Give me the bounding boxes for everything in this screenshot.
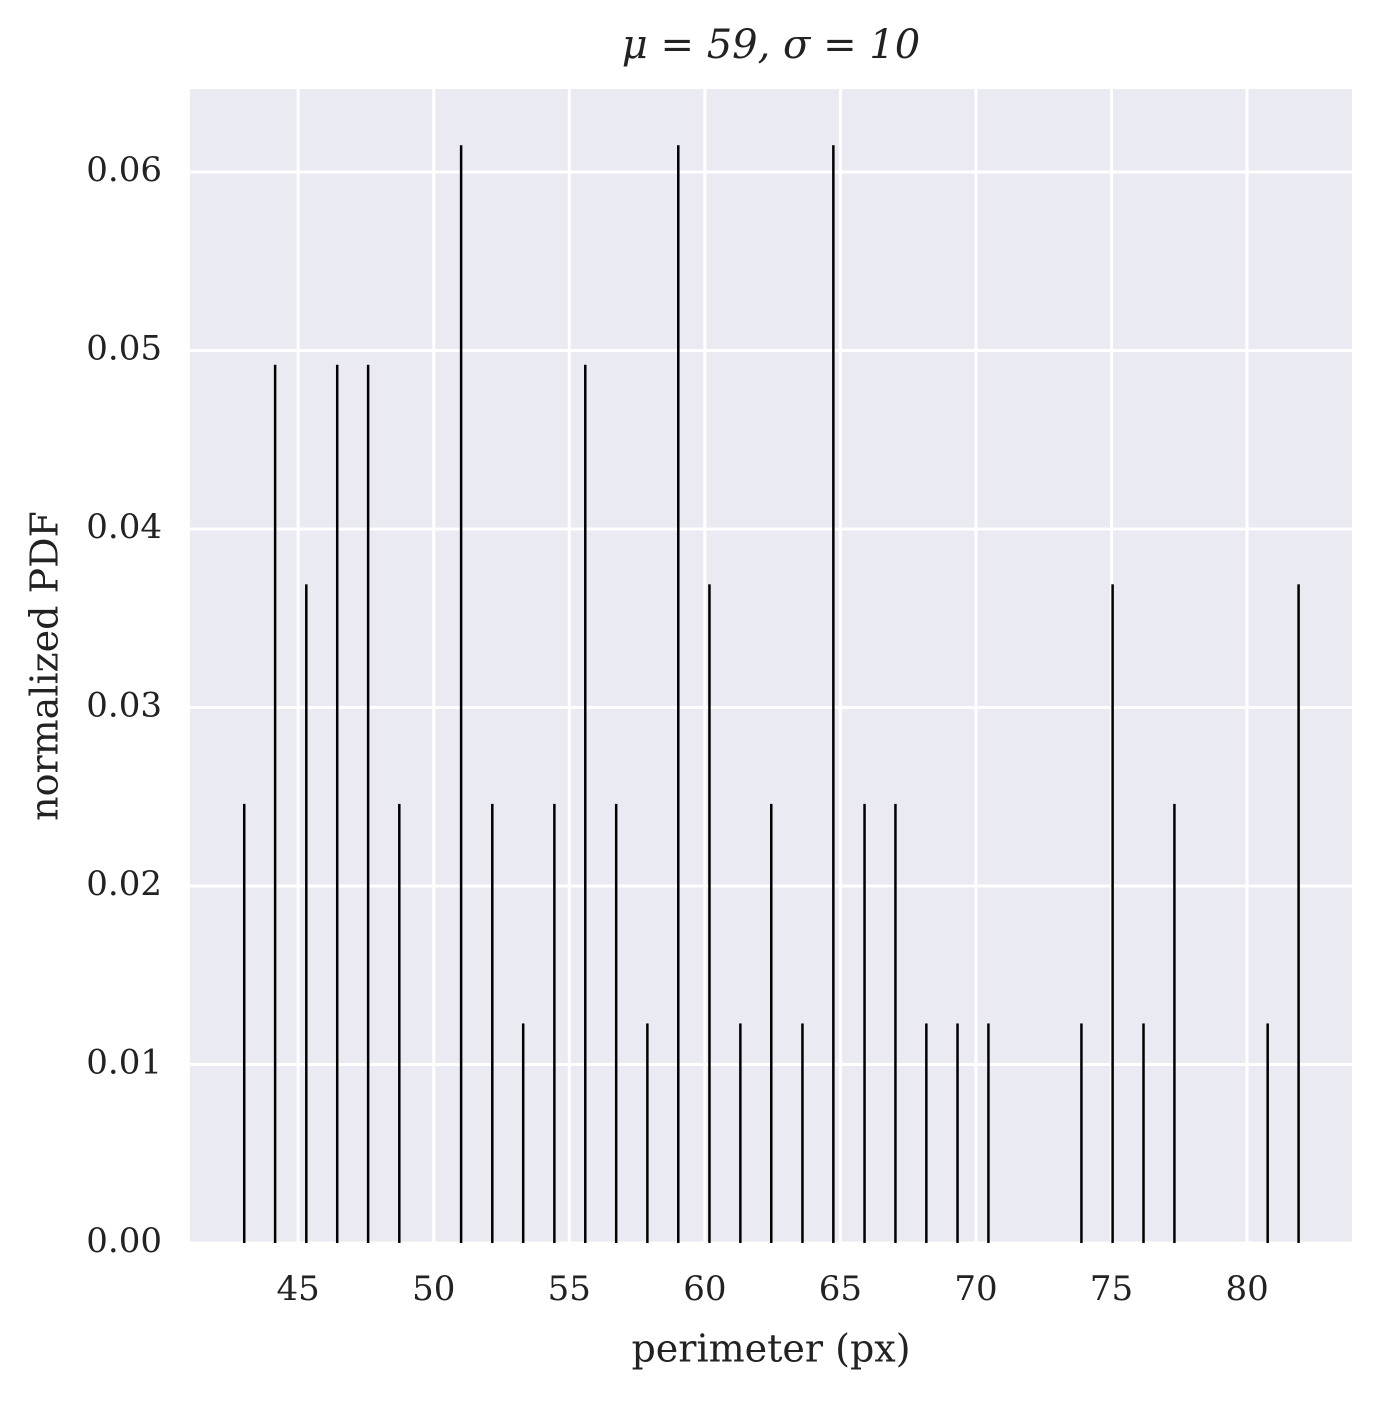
bar <box>366 364 370 1244</box>
bar <box>491 803 494 1243</box>
x-tick-label: 65 <box>819 1269 862 1309</box>
bar <box>242 803 246 1243</box>
x-tick-label: 45 <box>277 1269 320 1309</box>
y-tick-label: 0.06 <box>86 150 162 190</box>
x-tick-label: 60 <box>683 1269 726 1309</box>
y-tick-label: 0.04 <box>86 507 162 547</box>
bar <box>739 1023 742 1243</box>
bar <box>553 803 556 1243</box>
chart-title: μ = 59, σ = 10 <box>622 22 920 68</box>
bar <box>801 1023 804 1243</box>
bar <box>305 584 308 1243</box>
bar <box>398 803 401 1243</box>
x-axis-label: perimeter (px) <box>631 1327 910 1371</box>
bar <box>832 145 835 1243</box>
bar <box>1142 1023 1145 1243</box>
y-tick-label: 0.02 <box>86 864 162 904</box>
bar <box>273 364 277 1244</box>
bar <box>770 803 773 1243</box>
bar <box>335 364 339 1244</box>
bar <box>677 145 680 1243</box>
bar <box>863 803 866 1243</box>
y-tick-label: 0.00 <box>86 1221 162 1261</box>
bar <box>708 584 711 1243</box>
bar <box>1266 1023 1269 1243</box>
y-tick-label: 0.01 <box>86 1043 162 1083</box>
x-tick-label: 55 <box>548 1269 591 1309</box>
bar <box>1111 584 1114 1243</box>
bar <box>987 1023 990 1243</box>
y-tick-label: 0.05 <box>86 329 162 369</box>
x-tick-label: 70 <box>954 1269 997 1309</box>
bar <box>614 803 618 1243</box>
bar <box>1297 584 1300 1243</box>
x-tick-label: 50 <box>412 1269 455 1309</box>
bar <box>584 364 587 1244</box>
bar <box>925 1023 928 1243</box>
bar <box>894 803 897 1243</box>
x-tick-label: 75 <box>1090 1269 1133 1309</box>
bar <box>956 1023 959 1243</box>
bar <box>521 1023 525 1243</box>
x-tick-label: 80 <box>1225 1269 1268 1309</box>
y-axis-label: normalized PDF <box>23 511 67 821</box>
bar <box>646 1023 649 1243</box>
y-tick-label: 0.03 <box>86 686 162 726</box>
bar <box>1173 803 1176 1243</box>
bar <box>459 145 463 1243</box>
bar <box>1080 1023 1083 1243</box>
